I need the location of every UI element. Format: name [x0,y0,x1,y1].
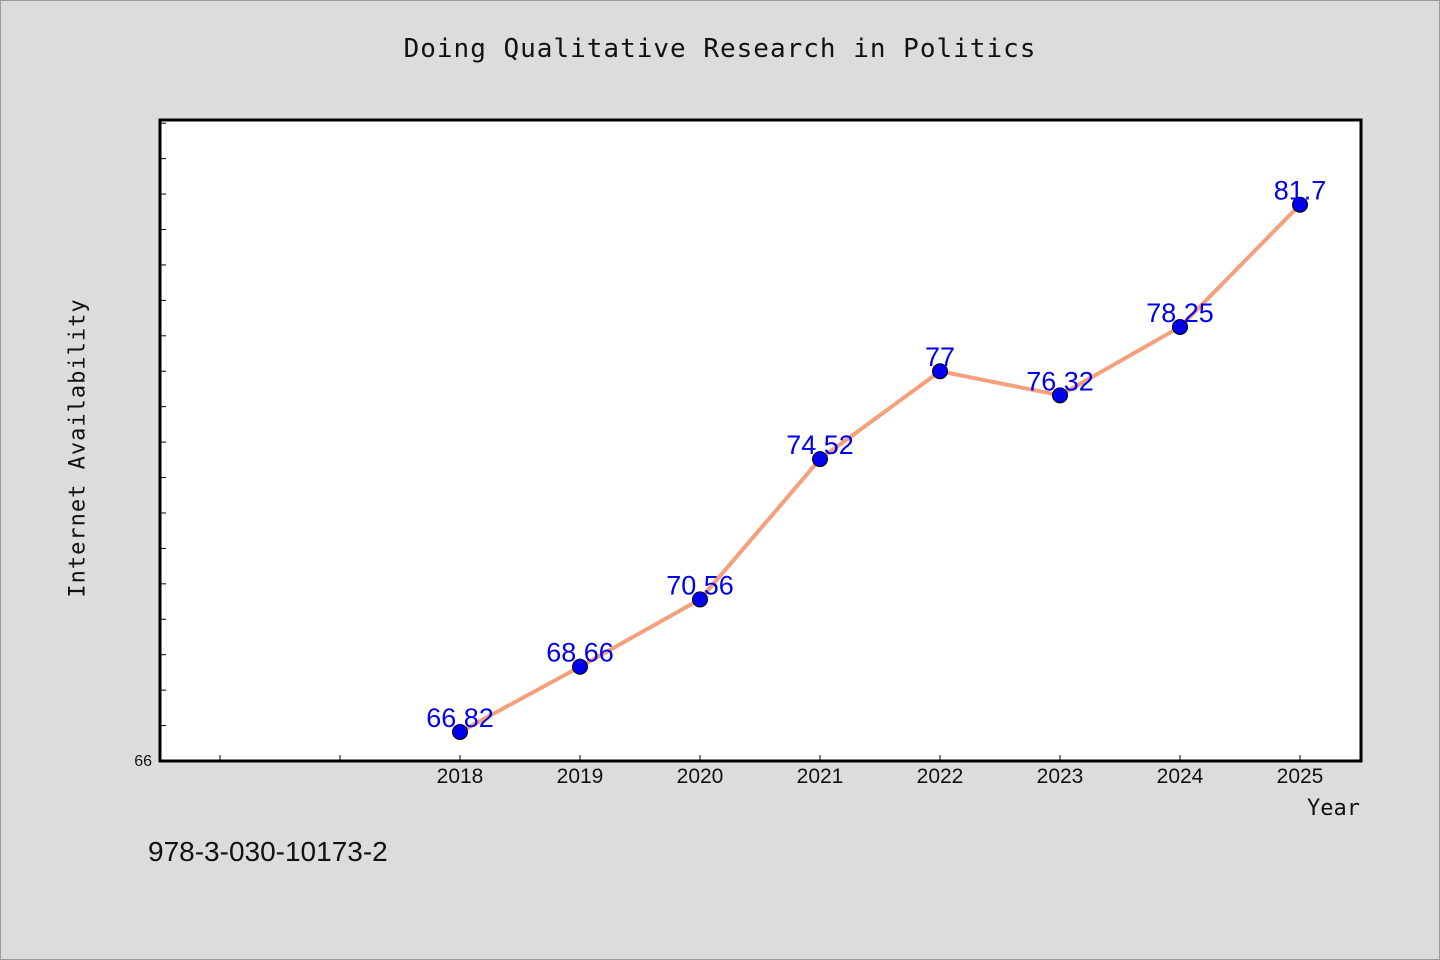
data-label: 77 [925,342,955,372]
series-line-group [459,203,1302,734]
axis-ticks: 66 2018 2019 2020 2021 2022 2023 2024 2025 [134,122,1324,788]
markers-group [452,196,1308,740]
data-label: 78.25 [1146,298,1214,328]
x-axis-label: Year [1307,796,1360,821]
series-line [459,203,1302,734]
data-point [932,363,948,380]
x-tick-label: 2024 [1157,765,1204,788]
x-tick-label: 2025 [1277,765,1324,788]
data-point [692,591,708,608]
data-label: 68.66 [546,638,614,668]
data-labels-group: 66.82 68.66 70.56 74.52 77 76.32 78.25 81.7 [426,176,1326,733]
data-label: 70.56 [666,570,734,600]
chart-title: Doing Qualitative Research in Politics [403,34,1037,64]
data-label: 66.82 [426,703,494,733]
x-tick-label: 2018 [437,765,484,788]
x-tick-label: 2022 [917,765,964,788]
data-label: 74.52 [786,430,854,460]
plot-area [158,118,1363,763]
data-point [812,451,828,468]
data-point [572,658,588,675]
data-point [1052,387,1068,404]
x-tick-label: 2019 [557,765,604,788]
isbn-text: 978-3-030-10173-2 [148,836,388,867]
data-label: 81.7 [1274,176,1327,206]
x-tick-label: 2021 [797,765,844,788]
x-tick-label: 2023 [1037,765,1084,788]
data-point [1292,196,1308,213]
data-label: 76.32 [1026,366,1094,396]
y-tick-label: 66 [134,753,152,770]
data-point [1172,318,1188,335]
data-point [452,723,468,740]
x-tick-label: 2020 [677,765,724,788]
